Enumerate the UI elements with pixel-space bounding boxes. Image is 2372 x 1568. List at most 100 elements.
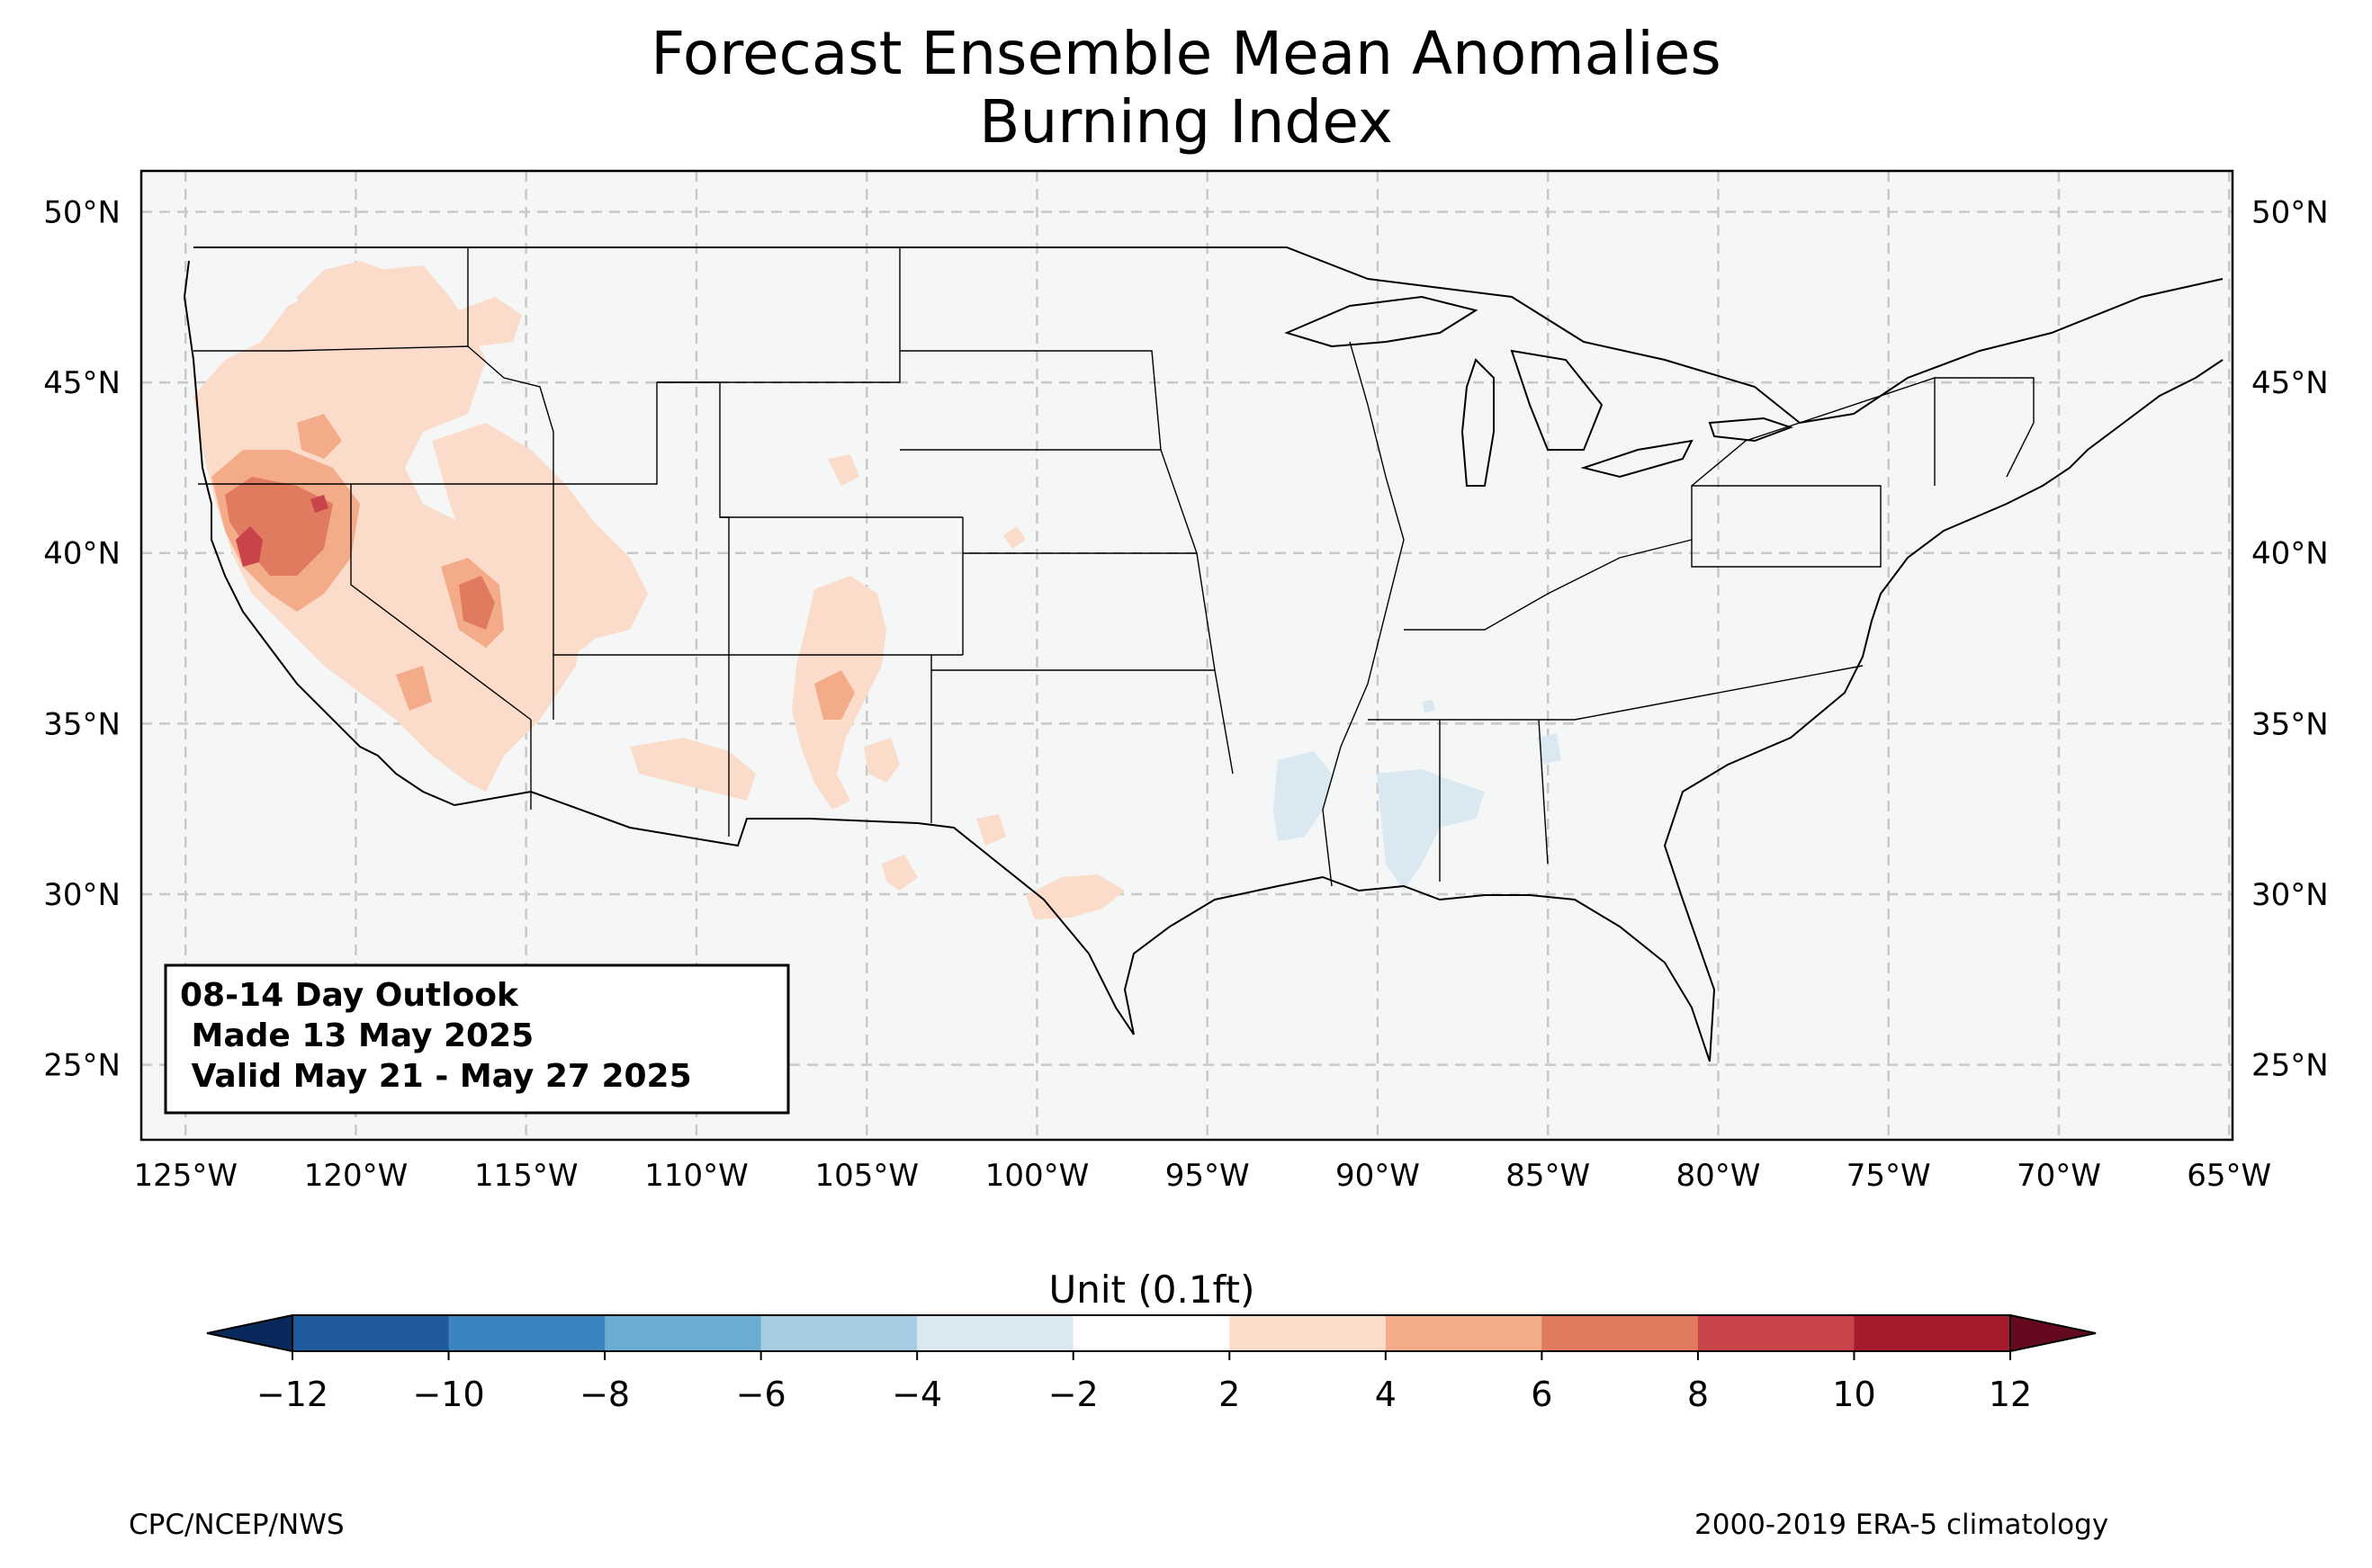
map-frame — [139, 169, 2234, 1142]
colorbar-tick-label: −4 — [892, 1375, 942, 1414]
alabama-georgia-border — [1439, 719, 1549, 882]
outlook-made-date: Made 13 May 2025 — [180, 1017, 534, 1054]
lat-tick-label-left: 25°N — [43, 1048, 121, 1084]
colorbar-tick-label: −6 — [736, 1375, 786, 1414]
lon-tick-label: 100°W — [985, 1158, 1090, 1194]
outlook-info-box: 08-14 Day Outlook Made 13 May 2025 Valid… — [164, 963, 790, 1115]
great-basin-anomaly-area — [459, 576, 495, 630]
colorado-kansas-border — [720, 516, 964, 655]
dakotas-border — [900, 246, 1162, 451]
texas-west-anomaly-area — [976, 814, 1006, 846]
lat-tick-label-left: 30°N — [43, 877, 121, 913]
utah-anomaly-area — [558, 531, 648, 639]
colorbar-tick-label: 8 — [1687, 1375, 1709, 1414]
state-borders — [193, 246, 2035, 887]
colorbar-tick-label: 2 — [1218, 1375, 1240, 1414]
lon-tick-label: 65°W — [2187, 1158, 2271, 1194]
lake-erie — [1580, 439, 1694, 479]
anomaly-shading — [193, 261, 1561, 919]
lon-tick-label: 85°W — [1505, 1158, 1590, 1194]
montana-wyoming-border — [657, 247, 901, 383]
colorbar-tick-label: −12 — [256, 1375, 328, 1414]
colorbar-segment — [1541, 1315, 1699, 1351]
colorbar-segment — [760, 1315, 918, 1351]
colorbar-segment — [605, 1315, 762, 1351]
new-york-border — [1691, 377, 1936, 487]
colorbar-tick-label: 6 — [1531, 1375, 1552, 1414]
map-borders — [183, 246, 2224, 1062]
idaho-border — [467, 247, 554, 484]
colorbar-segment — [1229, 1315, 1387, 1351]
canada-us-border — [193, 246, 2224, 425]
colorbar-segment — [448, 1315, 606, 1351]
washington-oregon-border — [193, 345, 469, 352]
southern-nevada-anomaly-area — [396, 666, 432, 711]
tennessee-border — [1368, 665, 1864, 721]
lake-ontario — [1708, 417, 1793, 443]
arizona-anomaly-area — [630, 738, 756, 801]
tennessee-anomaly-area — [1422, 700, 1435, 712]
east-coastline — [1663, 359, 2224, 1062]
lon-tick-label: 70°W — [2017, 1158, 2101, 1194]
lat-tick-label-left: 40°N — [43, 536, 121, 572]
anomaly-8-10-regions — [236, 495, 328, 567]
nebraska-anomaly-area — [1003, 526, 1026, 549]
arkansas-louisiana-anomaly-area — [1273, 751, 1332, 841]
mississippi-alabama-anomaly-area — [1377, 769, 1485, 891]
west-coastline — [183, 260, 455, 806]
lat-tick-label-left: 50°N — [43, 195, 121, 231]
lon-tick-label: 125°W — [133, 1158, 238, 1194]
lat-tick-label-right: 45°N — [2251, 365, 2329, 401]
northern-california-core-anomaly-area — [236, 526, 263, 567]
chart-title-line2: Burning Index — [979, 87, 1393, 157]
pennsylvania-border — [1691, 485, 1882, 568]
outlook-title: 08-14 Day Outlook — [180, 977, 519, 1014]
lat-tick-label-right: 40°N — [2251, 536, 2329, 572]
west-coast-anomaly-area — [193, 265, 585, 792]
colorbar-tick-label: 4 — [1375, 1375, 1397, 1414]
lon-tick-label: 75°W — [1846, 1158, 1931, 1194]
outlook-box-frame — [164, 963, 790, 1115]
colorbar-under-extension — [206, 1313, 293, 1353]
lat-tick-label-right: 35°N — [2251, 706, 2329, 742]
lake-superior — [1284, 295, 1478, 348]
footer-source: CPC/NCEP/NWS — [129, 1509, 345, 1541]
lat-tick-label-left: 35°N — [43, 706, 121, 742]
lon-tick-label: 110°W — [644, 1158, 749, 1194]
arizona-new-mexico-border — [530, 655, 730, 837]
footer-climatology: 2000-2019 ERA-5 climatology — [1694, 1509, 2109, 1541]
montana-anomaly-area — [459, 297, 522, 346]
lat-tick-label-right: 50°N — [2251, 195, 2329, 231]
texas-big-bend-anomaly-area — [882, 855, 918, 891]
colorbar-segment — [292, 1315, 450, 1351]
colorbar-segment — [1385, 1315, 1542, 1351]
colorbar-tick-label: −8 — [580, 1375, 630, 1414]
lon-tick-label: 120°W — [304, 1158, 409, 1194]
georgia-anomaly-area — [1537, 733, 1561, 765]
colorbar-tick-label: 12 — [1989, 1375, 2032, 1414]
ohio-river-border — [1404, 539, 1693, 631]
mississippi-river-border — [1322, 341, 1405, 887]
chart-title-line1: Forecast Ensemble Mean Anomalies — [651, 19, 1721, 88]
colorbar-frame — [292, 1314, 2011, 1352]
new-england-border — [1935, 377, 2035, 478]
colorbar-tick-label: −10 — [412, 1375, 484, 1414]
latitude-tick-labels-right: 25°N 30°N 35°N 40°N 45°N 50°N — [2251, 195, 2329, 1084]
latitude-tick-labels-left: 25°N 30°N 35°N 40°N 45°N 50°N — [43, 195, 121, 1084]
lat-tick-label-right: 25°N — [2251, 1048, 2329, 1084]
colorado-core-anomaly-area — [814, 670, 855, 720]
colorbar-over-extension — [2009, 1313, 2097, 1353]
colorbar-segment — [1073, 1315, 1230, 1351]
idaho-anomaly-area — [297, 261, 405, 342]
northeast-california-core-anomaly-area — [310, 495, 328, 513]
colorbar-segment — [1697, 1315, 1855, 1351]
lat-tick-label-right: 30°N — [2251, 877, 2329, 913]
lake-michigan — [1460, 358, 1495, 487]
outlook-valid-range: Valid May 21 - May 27 2025 — [180, 1058, 692, 1095]
wyoming-anomaly-area — [828, 454, 859, 486]
california-nevada-border — [350, 484, 532, 721]
new-mexico-anomaly-area — [864, 738, 900, 783]
colorbar-tick-labels: −12 −10 −8 −6 −4 −2 2 4 6 8 10 12 — [256, 1351, 2032, 1414]
lon-tick-label: 95°W — [1165, 1158, 1250, 1194]
